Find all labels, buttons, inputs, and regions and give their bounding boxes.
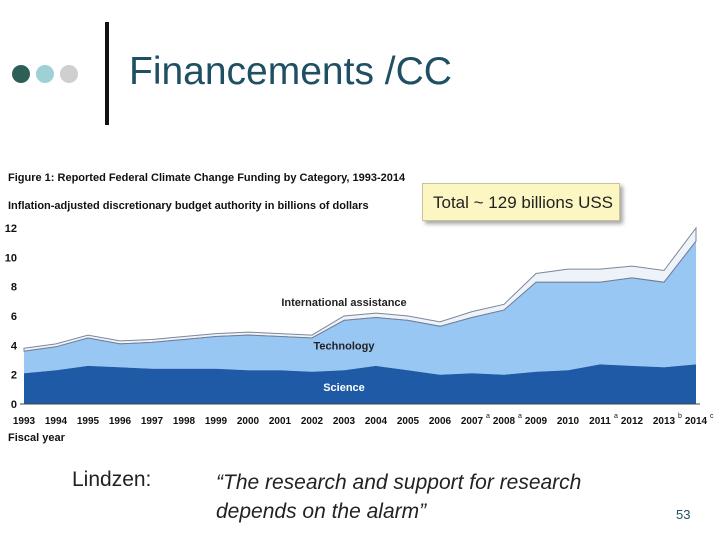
x-tick-label: 2013 — [653, 416, 676, 427]
x-tick-label: 1998 — [173, 416, 196, 427]
y-tick-label: 8 — [11, 282, 17, 294]
x-tick-footnote: c — [710, 413, 714, 420]
x-tick-label: 2007 — [461, 416, 484, 427]
x-tick-label: 1994 — [45, 416, 68, 427]
x-axis-label: Fiscal year — [8, 432, 66, 444]
chart-subtitle: Inflation-adjusted discretionary budget … — [8, 200, 369, 212]
x-tick-footnote: a — [614, 413, 618, 420]
x-tick-footnote: a — [486, 413, 490, 420]
footer-label: Lindzen: — [72, 468, 152, 491]
y-tick-label: 0 — [11, 399, 17, 411]
x-tick-label: 1993 — [13, 416, 36, 427]
x-tick-label: 2002 — [301, 416, 324, 427]
x-tick-label: 1996 — [109, 416, 132, 427]
y-tick-label: 2 — [11, 370, 17, 382]
slide-title: Financements /CC — [129, 50, 452, 93]
y-tick-label: 12 — [5, 223, 17, 235]
x-tick-label: 2000 — [237, 416, 260, 427]
y-tick-label: 4 — [11, 340, 18, 352]
page-number: 53 — [676, 507, 691, 522]
x-tick-label: 1995 — [77, 416, 100, 427]
x-tick-label: 2009 — [525, 416, 548, 427]
x-tick-label: 1997 — [141, 416, 164, 427]
title-divider — [105, 22, 109, 125]
x-tick-footnote: a — [518, 413, 522, 420]
x-tick-label: 2001 — [269, 416, 292, 427]
dot-dark — [12, 65, 30, 83]
quote: “The research and support for research d… — [216, 468, 676, 526]
dot-grey — [60, 65, 78, 83]
x-tick-label: 2012 — [621, 416, 644, 427]
dot-teal — [36, 65, 54, 83]
quote-line-1: “The research and support for research — [216, 471, 582, 494]
x-tick-label: 2011 — [589, 416, 611, 427]
x-tick-label: 1999 — [205, 416, 228, 427]
x-tick-label: 2004 — [365, 416, 388, 427]
x-tick-label: 2010 — [557, 416, 580, 427]
chart-areas — [23, 226, 697, 404]
x-tick-label: 2006 — [429, 416, 452, 427]
y-tick-label: 6 — [11, 311, 17, 323]
title-dots — [12, 65, 78, 83]
x-tick-label: 2014 — [685, 416, 708, 427]
y-tick-label: 10 — [5, 252, 17, 264]
series-label-science: Science — [323, 382, 365, 394]
series-label-international-assistance: International assistance — [281, 297, 406, 309]
chart-title: Figure 1: Reported Federal Climate Chang… — [8, 172, 406, 184]
technology-edge-line — [23, 240, 697, 352]
area-technology — [24, 241, 696, 375]
series-label-technology: Technology — [314, 340, 376, 352]
series-labels: International assistance Technology Scienc… — [281, 297, 406, 394]
quote-line-2: depends on the alarm” — [216, 500, 427, 523]
x-tick-label: 2003 — [333, 416, 356, 427]
total-callout: Total ~ 129 billions USS — [422, 183, 620, 221]
area-science — [24, 364, 696, 404]
y-axis: 0 2 4 6 8 10 12 — [5, 223, 18, 411]
x-axis: 1993 1994 1995 1996 1997 1998 1999 2000 2001 2002… — [13, 403, 714, 427]
x-tick-footnote: b — [678, 413, 682, 420]
x-tick-label: 2008 — [493, 416, 516, 427]
x-tick-label: 2005 — [397, 416, 420, 427]
